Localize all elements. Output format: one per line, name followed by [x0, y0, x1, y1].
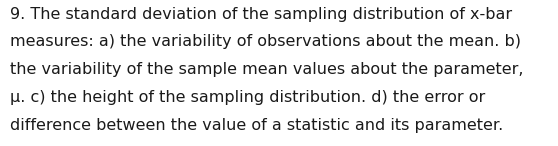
Text: difference between the value of a statistic and its parameter.: difference between the value of a statis…	[10, 118, 503, 133]
Text: measures: a) the variability of observations about the mean. b): measures: a) the variability of observat…	[10, 34, 521, 49]
Text: the variability of the sample mean values about the parameter,: the variability of the sample mean value…	[10, 62, 523, 77]
Text: μ. c) the height of the sampling distribution. d) the error or: μ. c) the height of the sampling distrib…	[10, 90, 485, 105]
Text: 9. The standard deviation of the sampling distribution of x-bar: 9. The standard deviation of the samplin…	[10, 7, 512, 22]
